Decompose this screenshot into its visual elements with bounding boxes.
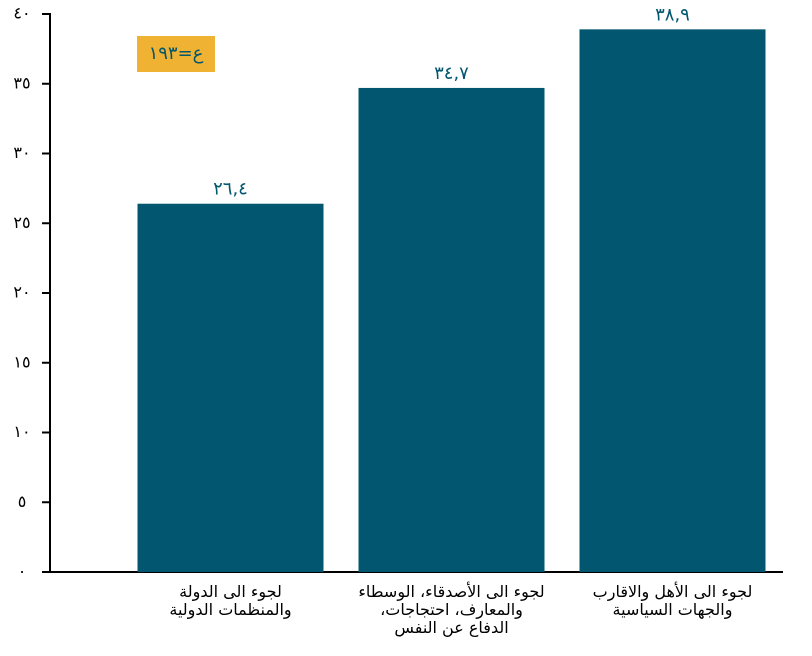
bar — [137, 203, 324, 572]
y-tick-label: ٠ — [18, 562, 27, 581]
value-label: ٢٦,٤ — [213, 179, 248, 200]
y-tick-label: ٢٥ — [13, 213, 30, 232]
y-tick-label: ١٠ — [13, 422, 30, 441]
y-tick-label: ٣٥ — [13, 73, 30, 92]
x-tick-label: لجوء الى الدولة والمنظمات الدولية — [169, 582, 291, 620]
y-tick-label: ١٥ — [13, 352, 30, 371]
value-label: ٣٤,٧ — [434, 63, 469, 84]
bar — [579, 29, 766, 573]
y-tick-label: ٥ — [18, 492, 27, 511]
y-tick-label: ٣٠ — [13, 143, 30, 162]
y-tick-label: ٤٠ — [13, 4, 30, 23]
y-tick-label: ٢٠ — [13, 283, 30, 302]
annotation: ع=١٩٣ — [149, 43, 204, 64]
annotation-box — [137, 36, 215, 72]
x-tick-label: لجوء الى الأصدقاء، الوسطاء والمعارف، احتج… — [358, 581, 544, 638]
bar — [358, 87, 545, 572]
x-tick-label: لجوء الى الأهل والاقارب والجهات السياسية — [593, 581, 753, 620]
value-label: ٣٨,٩ — [655, 4, 690, 25]
